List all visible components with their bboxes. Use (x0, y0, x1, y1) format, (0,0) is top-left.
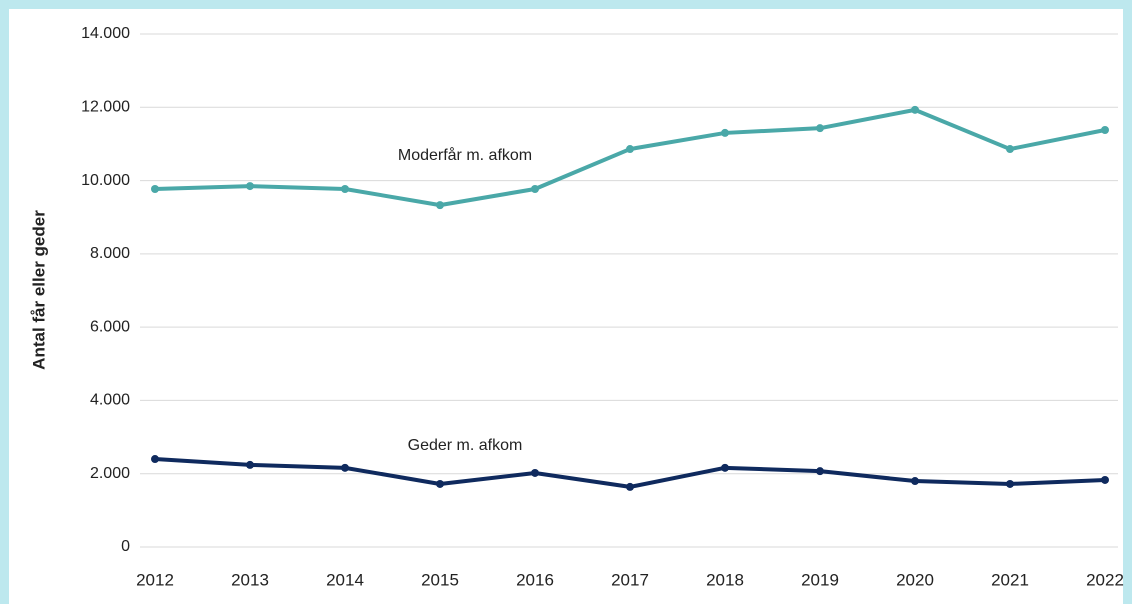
y-tick-label: 6.000 (90, 318, 130, 335)
point (151, 184, 159, 193)
series-label: Geder m. afkom (408, 437, 523, 454)
point (341, 184, 349, 193)
plot-background (9, 9, 1123, 604)
series-label: Moderfår m. afkom (398, 146, 532, 164)
point (816, 467, 824, 476)
point (531, 184, 539, 193)
y-axis-label: Antal får eller geder (29, 210, 48, 370)
point (816, 124, 824, 133)
x-tick-label: 2018 (706, 570, 744, 589)
point (436, 479, 444, 488)
x-tick-label: 2020 (896, 570, 934, 589)
point (626, 482, 634, 491)
point (246, 460, 254, 469)
point (911, 477, 919, 486)
point (721, 463, 729, 472)
x-tick-label: 2021 (991, 570, 1029, 589)
x-tick-label: 2017 (611, 570, 649, 589)
y-tick-label: 0 (121, 538, 130, 555)
y-tick-label: 14.000 (81, 25, 130, 42)
point (531, 468, 539, 477)
point (721, 128, 729, 137)
x-tick-label: 2015 (421, 570, 459, 589)
y-tick-label: 8.000 (90, 245, 130, 262)
point (1006, 145, 1014, 154)
x-tick-label: 2014 (326, 570, 364, 589)
x-tick-label: 2013 (231, 570, 269, 589)
point (626, 145, 634, 154)
x-tick-label: 2016 (516, 570, 554, 589)
x-tick-label: 2022 (1086, 570, 1124, 589)
y-tick-label: 10.000 (81, 172, 130, 189)
point (246, 182, 254, 191)
x-tick-label: 2012 (136, 570, 174, 589)
point (436, 201, 444, 210)
y-tick-label: 2.000 (90, 465, 130, 482)
x-tick-label: 2019 (801, 570, 839, 589)
point (1006, 479, 1014, 488)
point (911, 105, 919, 114)
y-tick-label: 12.000 (81, 99, 130, 116)
y-tick-label: 4.000 (90, 392, 130, 409)
point (341, 463, 349, 472)
point (1101, 126, 1109, 135)
point (1101, 475, 1109, 484)
point (151, 455, 159, 464)
